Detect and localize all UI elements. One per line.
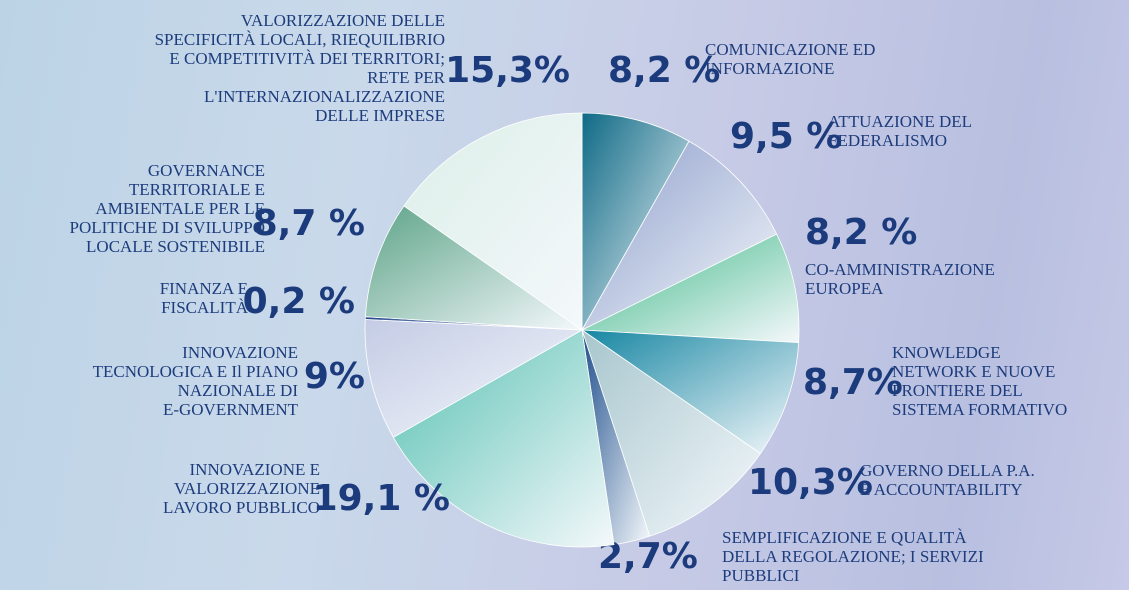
value-label: 8,7 % (253, 203, 365, 244)
pie-slice (581, 112, 690, 332)
category-label: FINANZA E FISCALITÀ (159, 279, 248, 317)
pie-slice (580, 233, 800, 344)
value-label: 9,5 % (730, 116, 842, 157)
category-label: COMUNICAZIONE ED INFORMAZIONE (705, 40, 876, 78)
value-label: 8,2 % (608, 50, 720, 91)
value-label: 8,7% (803, 362, 903, 403)
value-label: 2,7% (598, 536, 698, 577)
pie-slice (364, 319, 584, 438)
category-label: ATTUAZIONE DEL FEDERALISMO (828, 112, 972, 150)
category-label: INNOVAZIONE E VALORIZZAZIONE LAVORO PUBB… (163, 460, 320, 517)
category-label: VALORIZZAZIONE DELLE SPECIFICITÀ LOCALI,… (154, 11, 445, 125)
category-label: GOVERNANCE TERRITORIALE E AMBIENTALE PER… (69, 161, 266, 256)
category-label: SEMPLIFICAZIONE E QUALITÀ DELLA REGOLAZI… (722, 528, 984, 585)
pie-slice (403, 112, 583, 331)
category-label: GOVERNO DELLA P.A. E ACCOUNTABILITY (860, 461, 1035, 499)
value-label: 8,2 % (805, 212, 917, 253)
category-label: KNOWLEDGE NETWORK E NUOVE FRONTIERE DEL … (892, 343, 1068, 419)
value-label: 0,2 % (243, 281, 355, 322)
value-label: 15,3% (445, 50, 570, 91)
pie-slice (581, 140, 778, 331)
value-label: 10,3% (748, 462, 873, 503)
value-label: 19,1 % (313, 478, 450, 519)
category-label: CO-AMMINISTRAZIONE EUROPEA (805, 260, 995, 298)
value-label: 9% (304, 356, 365, 397)
pie-slice (364, 205, 584, 331)
pie-slice (392, 329, 615, 548)
category-label: INNOVAZIONE TECNOLOGICA E Il PIANO NAZIO… (92, 343, 298, 419)
pie-slice (581, 328, 761, 537)
pie-slice (580, 329, 800, 455)
